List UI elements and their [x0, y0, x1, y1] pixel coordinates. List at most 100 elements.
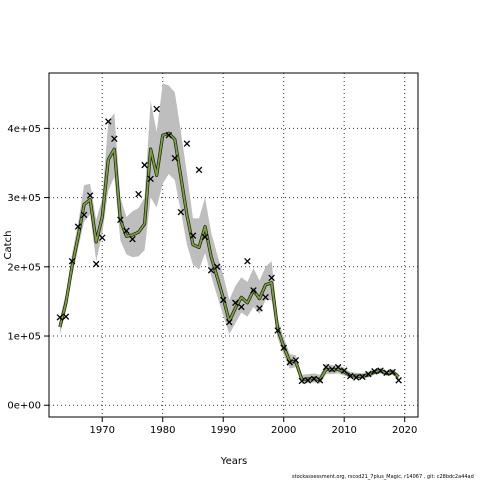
observed-point-stroke [340, 367, 348, 374]
observed-point-stroke [383, 369, 390, 376]
observed-point-stroke [226, 318, 233, 326]
x-tick-label: 2010 [331, 425, 356, 436]
observed-point [238, 303, 245, 311]
observed-point [298, 377, 306, 385]
observed-point-stroke [280, 344, 287, 352]
observed-point-stroke [250, 287, 257, 294]
confidence-band [59, 83, 399, 384]
observed-point-stroke [80, 211, 88, 219]
confidence-band-layer [59, 83, 399, 384]
observed-point-stroke [207, 267, 215, 274]
observed-point-stroke [316, 377, 324, 384]
observed-point-stroke [328, 365, 336, 373]
observed-point-stroke [268, 274, 275, 282]
observed-point-stroke [274, 327, 281, 334]
observed-point-stroke [322, 363, 330, 371]
y-tick-label: 4e+05 [7, 124, 41, 135]
observed-point-stroke [353, 374, 360, 381]
observed-point [268, 274, 275, 282]
observed-points-layer [56, 105, 402, 385]
observed-point [322, 363, 330, 371]
observed-point [92, 260, 100, 268]
observed-point [195, 166, 203, 174]
observed-point-stroke [177, 208, 185, 216]
observed-point-stroke [213, 263, 221, 271]
observed-point-stroke [365, 370, 372, 378]
observed-point-stroke [238, 303, 245, 311]
observed-point [80, 211, 88, 219]
observed-point [365, 370, 372, 378]
observed-point-stroke [286, 359, 294, 366]
observed-point [328, 365, 336, 373]
x-tick-label: 1990 [210, 425, 235, 436]
observed-point [213, 263, 221, 271]
observed-point [207, 267, 215, 274]
observed-point [280, 344, 287, 352]
observed-point-stroke [232, 299, 239, 307]
x-tick-label: 2020 [392, 425, 417, 436]
observed-point-stroke [129, 235, 136, 243]
observed-point [183, 140, 191, 147]
observed-point-stroke [389, 368, 396, 376]
observed-point-stroke [62, 313, 70, 320]
observed-point [62, 313, 70, 320]
observed-point-stroke [117, 216, 124, 223]
y-tick-label: 1e+05 [7, 332, 41, 343]
observed-point [153, 105, 160, 113]
y-axis: 0e+00 1e+05 2e+05 3e+05 4e+05 [7, 124, 49, 412]
x-axis-title: Years [220, 456, 247, 467]
observed-point [304, 377, 312, 384]
observed-point-stroke [98, 234, 106, 241]
y-tick-label: 2e+05 [7, 262, 41, 273]
observed-point [377, 367, 384, 374]
observed-point-stroke [68, 258, 76, 265]
observed-point-stroke [371, 368, 378, 375]
observed-point-stroke [111, 135, 118, 143]
observed-point [262, 293, 269, 301]
observed-point [98, 234, 106, 241]
observed-point [147, 175, 154, 183]
observed-point [359, 373, 366, 381]
observed-point-stroke [171, 154, 179, 162]
observed-point-stroke [165, 132, 173, 139]
x-tick-label: 1980 [150, 425, 175, 436]
x-tick-label: 1970 [90, 425, 115, 436]
observed-point [353, 374, 360, 381]
observed-point-stroke [92, 260, 100, 268]
observed-point [286, 359, 294, 366]
observed-point [395, 377, 402, 384]
observed-point [177, 208, 185, 216]
observed-point-stroke [135, 190, 142, 198]
observed-point [250, 287, 257, 294]
y-tick-label: 0e+00 [7, 401, 41, 412]
y-axis-title: Catch [3, 231, 14, 260]
observed-point-stroke [334, 363, 342, 371]
observed-point [310, 375, 318, 383]
observed-point-stroke [183, 140, 191, 147]
observed-point-stroke [153, 105, 160, 113]
observed-point [189, 232, 197, 239]
observed-point-stroke [74, 223, 82, 230]
observed-point-stroke [292, 356, 300, 364]
observed-point-stroke [123, 227, 130, 235]
observed-point-stroke [377, 367, 384, 374]
observed-point-stroke [262, 293, 269, 301]
observed-point-stroke [346, 372, 354, 380]
observed-point-stroke [304, 377, 312, 384]
observed-point [219, 296, 227, 304]
y-tick-label: 3e+05 [7, 193, 41, 204]
observed-point [340, 367, 348, 374]
observed-point [74, 223, 82, 230]
plot-frame [48, 72, 419, 418]
observed-point-stroke [359, 373, 366, 381]
footer-source-note: stockassessment.org, rscod21_7plus_Magic… [292, 474, 474, 480]
observed-point [389, 368, 396, 376]
observed-point [226, 318, 233, 326]
observed-point [292, 356, 300, 364]
observed-point [171, 154, 179, 162]
observed-point-stroke [298, 377, 306, 385]
observed-point [346, 372, 354, 380]
observed-point [117, 216, 124, 223]
observed-point-stroke [147, 175, 154, 183]
